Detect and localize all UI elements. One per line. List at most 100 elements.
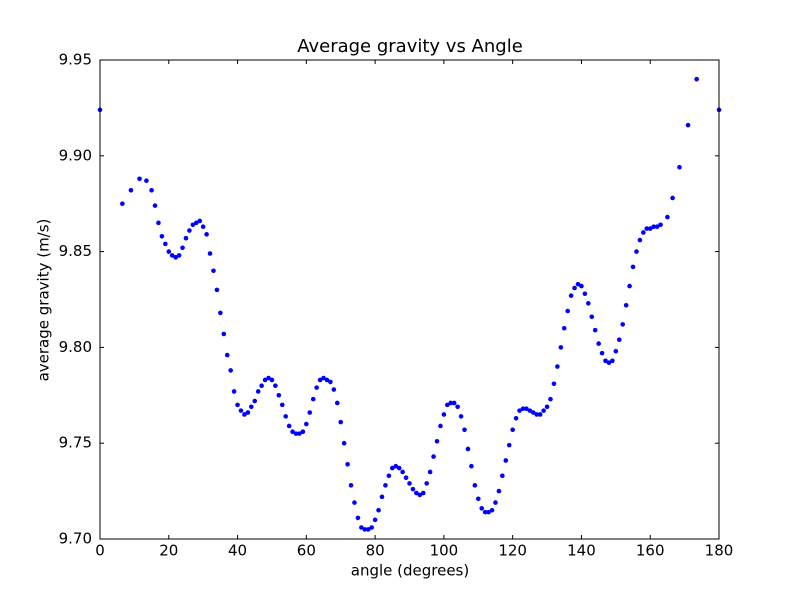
data-point — [623, 302, 629, 308]
data-point — [613, 348, 619, 354]
data-point — [328, 379, 333, 385]
data-point — [156, 220, 161, 226]
data-point — [228, 368, 233, 373]
x-tick-label: 140 — [567, 542, 596, 560]
data-point — [396, 465, 402, 471]
data-point — [211, 268, 216, 274]
data-point — [637, 237, 643, 243]
x-axis-label: angle (degrees) — [351, 562, 469, 580]
data-point — [630, 264, 636, 270]
data-point — [190, 222, 196, 228]
data-point — [651, 224, 656, 229]
data-point — [214, 287, 220, 293]
data-point — [286, 423, 292, 429]
data-point — [431, 454, 436, 459]
data-point — [307, 410, 313, 415]
data-point — [224, 352, 230, 358]
data-point — [634, 249, 639, 254]
data-point — [314, 385, 319, 390]
data-point — [310, 396, 316, 402]
data-point — [606, 360, 612, 366]
data-point — [252, 398, 258, 404]
data-point — [654, 224, 660, 229]
data-point — [417, 492, 423, 498]
y-tick-label: 9.85 — [59, 242, 92, 260]
data-point — [238, 408, 244, 413]
data-point — [300, 429, 306, 435]
data-point — [152, 203, 158, 208]
data-point — [658, 222, 663, 228]
data-point — [513, 415, 519, 421]
data-point — [297, 431, 302, 436]
x-tick-label: 40 — [228, 542, 247, 560]
data-point — [592, 327, 598, 333]
y-tick-label: 9.70 — [59, 530, 92, 548]
data-point — [197, 218, 203, 224]
data-point — [276, 393, 282, 398]
data-point — [414, 490, 419, 496]
data-point — [304, 421, 309, 427]
data-point — [193, 220, 199, 226]
data-point — [321, 375, 326, 381]
data-point — [541, 408, 546, 413]
x-tick-label: 160 — [636, 542, 665, 560]
data-point — [369, 525, 374, 530]
data-point — [207, 251, 213, 256]
data-point — [558, 345, 564, 350]
data-point — [283, 414, 289, 419]
data-point — [403, 475, 409, 480]
data-point — [393, 463, 399, 469]
data-point — [348, 483, 354, 488]
data-point — [503, 458, 509, 463]
data-point — [331, 387, 337, 392]
data-point — [204, 232, 209, 237]
x-tick-label: 80 — [366, 542, 385, 560]
data-point — [694, 76, 699, 82]
data-point — [469, 463, 474, 469]
data-point — [644, 226, 650, 231]
data-point — [616, 337, 622, 343]
data-point — [420, 490, 426, 496]
data-point — [445, 402, 450, 408]
data-point — [424, 481, 429, 486]
x-tick-label: 0 — [95, 542, 105, 560]
data-point — [599, 350, 605, 356]
data-point — [568, 293, 574, 298]
data-point — [128, 187, 134, 193]
data-point — [266, 375, 271, 381]
plot-frame — [99, 59, 720, 540]
data-point — [341, 440, 347, 446]
data-point — [561, 325, 567, 331]
data-point — [183, 235, 189, 241]
data-point — [386, 473, 392, 479]
data-point — [527, 408, 533, 413]
data-point — [317, 377, 323, 383]
data-point — [496, 488, 502, 494]
data-point — [438, 423, 443, 429]
data-point — [334, 400, 340, 406]
data-point — [448, 400, 454, 406]
data-point — [293, 431, 299, 436]
data-point — [589, 314, 595, 320]
data-point — [376, 507, 381, 513]
y-tick-label: 9.90 — [59, 146, 92, 164]
data-point — [506, 442, 512, 448]
data-point — [249, 404, 254, 410]
data-point — [486, 509, 491, 515]
data-point — [441, 412, 447, 417]
data-point — [524, 406, 529, 412]
data-point — [176, 253, 182, 258]
x-tick-label: 180 — [705, 542, 734, 560]
data-point — [262, 377, 268, 383]
data-point — [548, 396, 553, 402]
data-point — [677, 164, 682, 170]
data-point — [159, 233, 165, 239]
data-point — [200, 224, 206, 229]
data-point — [235, 402, 240, 408]
data-point — [586, 301, 591, 306]
data-point — [610, 358, 615, 364]
x-tick-label: 20 — [159, 542, 178, 560]
data-point — [379, 494, 385, 500]
